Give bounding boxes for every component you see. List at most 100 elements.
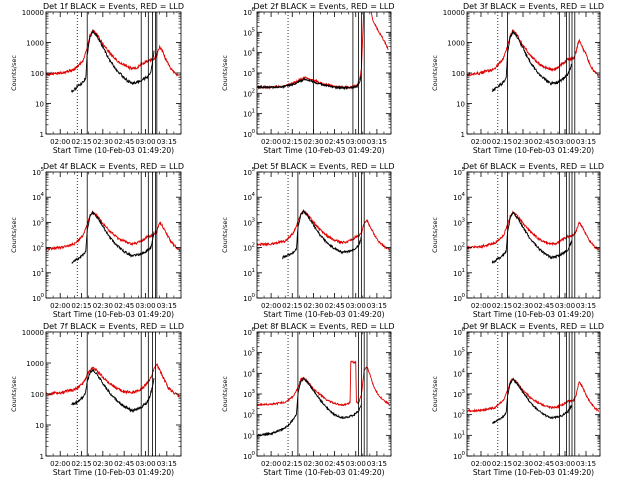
- y-tick-label: 10: [32, 194, 41, 202]
- x-axis-label: Start Time (10-Feb-03 01:49:20): [53, 310, 174, 319]
- y-tick-label: 1000: [447, 40, 465, 48]
- y-tick-exponent: 2: [41, 243, 45, 249]
- x-tick-label: 02:15: [71, 138, 91, 146]
- y-tick-label: 10: [453, 270, 462, 278]
- y-tick-label: 10: [243, 329, 252, 337]
- y-tick-label: 10: [453, 245, 462, 253]
- x-tick-label: 02:00: [50, 138, 70, 146]
- x-tick-label: 03:15: [576, 460, 596, 468]
- y-tick-exponent: 5: [41, 167, 45, 173]
- y-tick-exponent: 3: [462, 217, 466, 223]
- y-axis-label: Counts/sec: [10, 376, 18, 412]
- x-tick-label: 02:45: [534, 302, 554, 310]
- events-series-line: [71, 29, 155, 94]
- y-tick-exponent: 1: [462, 268, 466, 274]
- x-tick-label: 03:00: [555, 138, 575, 146]
- x-tick-label: 03:15: [157, 138, 177, 146]
- panel-title: Det 9f BLACK = Events, RED = LLD: [463, 322, 604, 331]
- x-tick-label: 02:15: [492, 302, 512, 310]
- x-axis-label: Start Time (10-Feb-03 01:49:20): [263, 310, 384, 319]
- x-axis-label: Start Time (10-Feb-03 01:49:20): [263, 146, 384, 155]
- x-axis-label: Start Time (10-Feb-03 01:49:20): [473, 310, 594, 319]
- lld-series-line: [46, 363, 180, 398]
- x-axis-label: Start Time (10-Feb-03 01:49:20): [263, 468, 384, 477]
- y-tick-exponent: 1: [252, 430, 256, 436]
- x-axis-label: Start Time (10-Feb-03 01:49:20): [53, 146, 174, 155]
- y-tick-exponent: 0: [252, 451, 256, 457]
- x-tick-label: 02:00: [471, 302, 491, 310]
- y-tick-label: 10: [453, 350, 462, 358]
- y-tick-label: 10: [243, 245, 252, 253]
- x-tick-label: 02:30: [513, 302, 533, 310]
- panel-det-3: Det 3f BLACK = Events, RED = LLD 1 10 100 10…: [431, 2, 604, 155]
- x-tick-label: 02:30: [513, 460, 533, 468]
- lld-series-line: [257, 208, 391, 252]
- y-tick-exponent: 0: [462, 293, 466, 299]
- y-tick-exponent: 4: [252, 368, 256, 374]
- panel-title: Det 1f BLACK = Events, RED = LLD: [43, 2, 184, 11]
- y-tick-label: 10: [32, 169, 41, 177]
- lld-series-line: [46, 210, 181, 252]
- x-tick-label: 02:30: [93, 302, 113, 310]
- y-tick-label: 10: [35, 422, 44, 430]
- y-tick-label: 10: [243, 453, 252, 461]
- y-tick-label: 10: [243, 9, 252, 17]
- x-tick-label: 02:30: [303, 460, 323, 468]
- y-tick-exponent: 3: [41, 217, 45, 223]
- y-tick-label: 10: [32, 219, 41, 227]
- panel-det-1: Det 1f BLACK = Events, RED = LLD 1 10 100 10…: [10, 2, 184, 155]
- x-tick-label: 03:00: [135, 138, 155, 146]
- x-tick-label: 02:30: [303, 138, 323, 146]
- x-tick-label: 02:00: [50, 302, 70, 310]
- y-tick-label: 10: [32, 270, 41, 278]
- x-tick-label: 02:45: [114, 302, 134, 310]
- y-tick-label: 10: [32, 295, 41, 303]
- y-tick-label: 1: [40, 131, 44, 139]
- y-tick-label: 1000: [26, 40, 44, 48]
- y-axis-label: Counts/sec: [221, 217, 229, 253]
- x-tick-label: 03:15: [576, 302, 596, 310]
- y-tick-label: 10: [453, 194, 462, 202]
- plot-frame: [256, 171, 392, 299]
- y-tick-label: 10: [453, 432, 462, 440]
- y-tick-label: 10: [243, 169, 252, 177]
- x-tick-label: 03:00: [555, 302, 575, 310]
- panel-title: Det 3f BLACK = Events, RED = LLD: [463, 2, 604, 11]
- lld-series-line: [467, 28, 599, 78]
- y-tick-exponent: 3: [252, 389, 256, 395]
- y-tick-exponent: 5: [462, 348, 466, 354]
- x-tick-label: 02:45: [534, 138, 554, 146]
- y-tick-label: 10: [243, 194, 252, 202]
- y-tick-label: 10: [243, 270, 252, 278]
- y-tick-exponent: 6: [462, 327, 466, 333]
- y-tick-label: 10000: [443, 9, 465, 17]
- x-tick-label: 02:15: [492, 460, 512, 468]
- events-series-line: [257, 75, 362, 91]
- plot-frame: [466, 171, 601, 299]
- y-tick-exponent: 2: [252, 88, 256, 94]
- y-tick-label: 10: [243, 131, 252, 139]
- x-tick-label: 03:00: [135, 460, 155, 468]
- events-series-line: [71, 210, 155, 264]
- x-tick-label: 02:00: [50, 460, 70, 468]
- x-tick-label: 03:15: [576, 138, 596, 146]
- x-tick-label: 03:15: [367, 460, 387, 468]
- lld-series-line: [46, 29, 179, 77]
- y-tick-label: 100: [31, 391, 44, 399]
- x-tick-label: 02:30: [93, 138, 113, 146]
- y-tick-label: 10: [32, 245, 41, 253]
- y-tick-label: 10: [243, 50, 252, 58]
- y-tick-label: 10: [243, 70, 252, 78]
- y-tick-exponent: 2: [462, 243, 466, 249]
- y-tick-label: 10: [243, 391, 252, 399]
- events-series-line: [71, 367, 155, 413]
- y-tick-exponent: 2: [462, 410, 466, 416]
- x-tick-label: 03:00: [346, 460, 366, 468]
- y-tick-exponent: 0: [252, 129, 256, 135]
- y-tick-exponent: 4: [252, 48, 256, 54]
- panel-title: Det 5f BLACK = Events, RED = LLD: [253, 162, 394, 171]
